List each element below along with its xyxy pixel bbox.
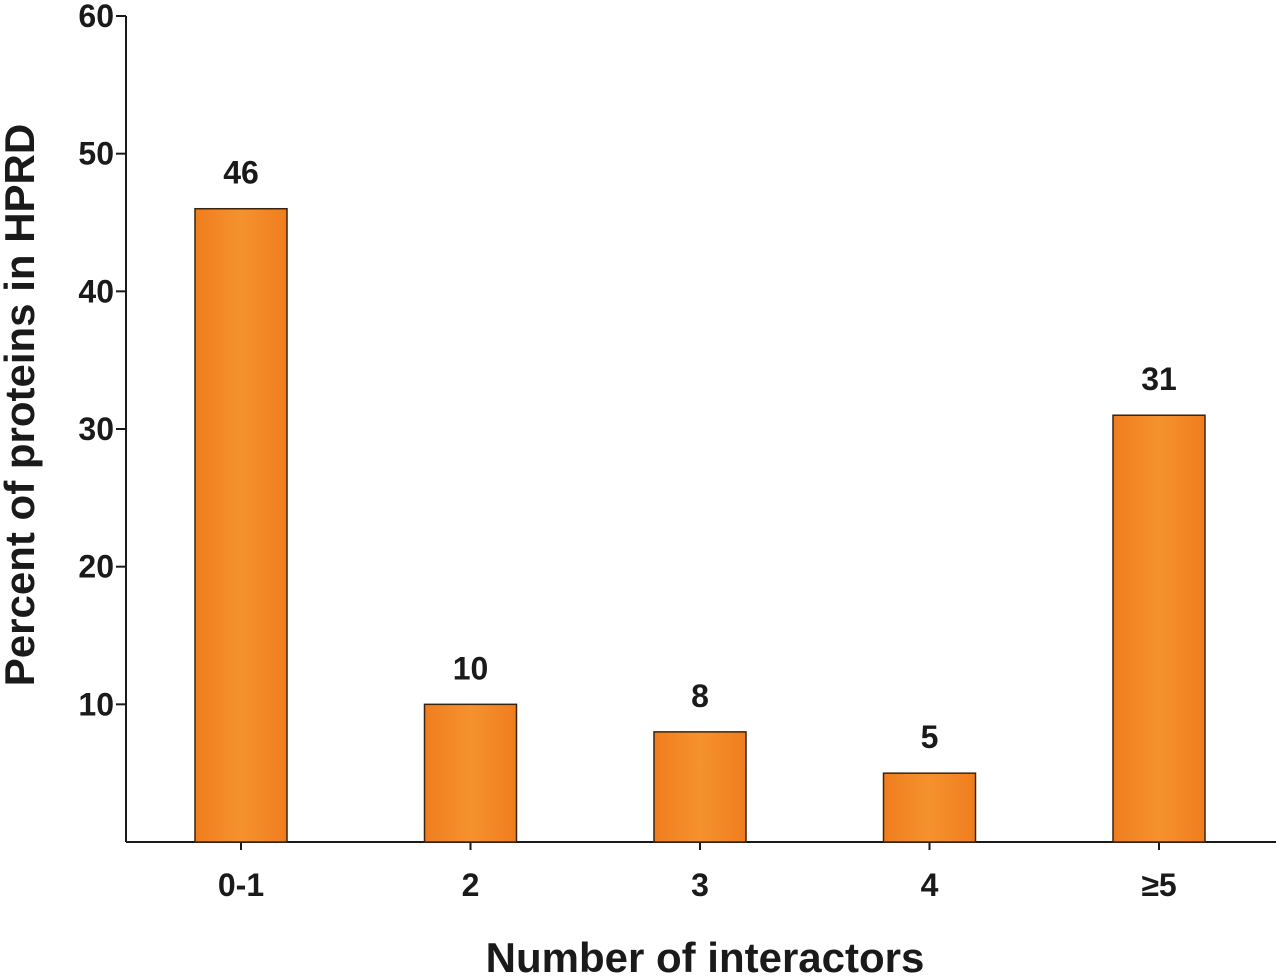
x-tick-label-2: 2 (462, 867, 480, 903)
data-label-1: 46 (223, 155, 259, 191)
y-tick-label: 30 (78, 411, 114, 447)
bar-1 (194, 207, 288, 843)
y-axis: 10 20 30 40 50 60 (78, 0, 127, 842)
bar-3 (653, 731, 747, 843)
x-tick-label-1: 0-1 (218, 867, 264, 903)
bar-5 (1112, 414, 1206, 843)
data-label-3: 8 (691, 678, 709, 714)
bar-2 (423, 703, 518, 843)
y-tick-label: 10 (78, 686, 114, 722)
x-axis-title: Number of interactors (486, 934, 925, 979)
bar-4 (882, 772, 977, 843)
x-tick-label-4: 4 (921, 867, 939, 903)
x-axis: 0-1 2 3 4 ≥5 (126, 841, 1276, 903)
y-tick-label: 40 (78, 273, 114, 309)
data-label-4: 5 (921, 719, 939, 755)
data-label-5: 31 (1141, 361, 1177, 397)
y-tick-label: 20 (78, 549, 114, 585)
y-tick-label: 60 (78, 0, 114, 34)
x-ticks: 0-1 2 3 4 ≥5 (218, 842, 1177, 903)
x-tick-label-3: 3 (691, 867, 709, 903)
y-axis-title: Percent of proteins in HPRD (0, 124, 43, 686)
y-tick-label: 50 (78, 136, 114, 172)
data-label-2: 10 (453, 650, 489, 686)
y-ticks: 10 20 30 40 50 60 (78, 0, 126, 722)
bars (194, 207, 1206, 843)
x-tick-label-5: ≥5 (1141, 867, 1176, 903)
data-labels: 46 10 8 5 31 (223, 155, 1177, 755)
